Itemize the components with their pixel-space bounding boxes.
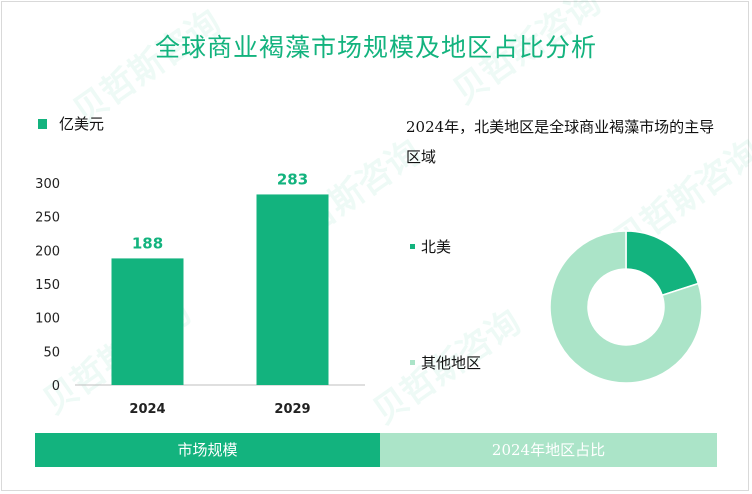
bar (111, 258, 184, 385)
x-tick-label: 2024 (129, 402, 165, 417)
legend-swatch (410, 360, 415, 365)
y-tick-label: 50 (43, 345, 60, 360)
donut-slice (549, 230, 703, 384)
legend-label: 北美 (421, 238, 452, 256)
bar-value-label: 283 (277, 170, 308, 188)
legend-item-other-regions: 其他地区 (410, 352, 481, 373)
y-tick-label: 150 (35, 278, 60, 293)
y-tick-label: 100 (35, 312, 60, 327)
legend-label: 其他地区 (421, 354, 482, 372)
unit-swatch (38, 119, 47, 129)
tab-region-share: 2024年地区占比 (380, 433, 717, 467)
unit-legend: 亿美元 (38, 113, 104, 134)
y-tick-label: 200 (35, 244, 60, 259)
bar (256, 194, 329, 385)
unit-label: 亿美元 (59, 115, 105, 133)
legend-swatch (410, 244, 415, 249)
bar-value-label: 188 (132, 234, 163, 252)
donut-slice (625, 230, 700, 297)
tab-market-size: 市场规模 (35, 433, 380, 467)
chart-title: 全球商业褐藻市场规模及地区占比分析 (154, 33, 597, 62)
x-tick-label: 2029 (274, 402, 310, 417)
region-note: 2024年，北美地区是全球商业褐藻市场的主导区域 (406, 118, 715, 166)
y-tick-label: 300 (35, 177, 60, 192)
y-tick-label: 250 (35, 211, 60, 226)
legend-item-north-america: 北美 (410, 236, 451, 257)
y-tick-label: 0 (52, 379, 60, 394)
